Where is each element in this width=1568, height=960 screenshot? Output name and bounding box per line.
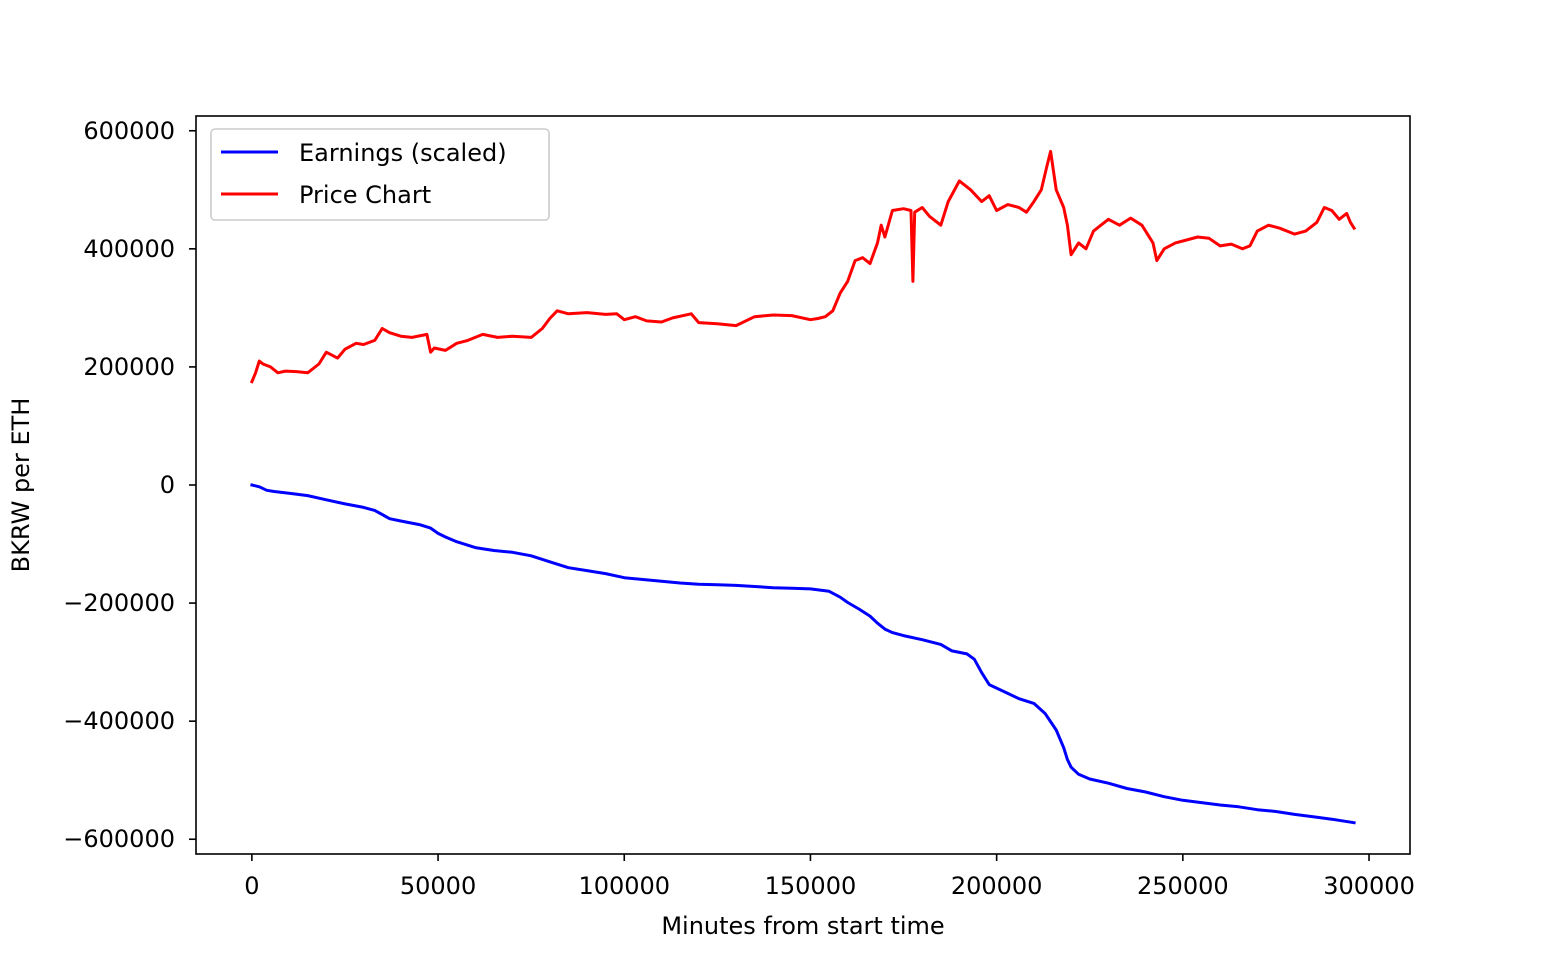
y-tick-label: −400000 <box>63 707 175 735</box>
x-axis: 0 50000 100000 150000 200000 250000 300000 <box>244 854 1415 900</box>
y-axis: 600000 400000 200000 0 −200000 −400000 −600000 <box>63 117 196 853</box>
legend-frame <box>210 128 550 221</box>
x-tick-label: 150000 <box>765 872 857 900</box>
x-tick-label: 50000 <box>400 872 476 900</box>
y-tick-label: 400000 <box>83 235 175 263</box>
y-tick-label: −200000 <box>63 589 175 617</box>
y-tick-label: 0 <box>160 471 175 499</box>
legend-label-price: Price Chart <box>299 181 431 209</box>
y-axis-label: BKRW per ETH <box>7 398 35 573</box>
x-tick-label: 100000 <box>578 872 670 900</box>
plot-area <box>249 149 1357 825</box>
plot-frame <box>195 115 1411 855</box>
x-tick-label: 200000 <box>951 872 1043 900</box>
x-tick-label: 250000 <box>1137 872 1229 900</box>
y-tick-label: −600000 <box>63 825 175 853</box>
y-tick-label: 600000 <box>83 117 175 145</box>
legend-label-earnings: Earnings (scaled) <box>299 139 507 167</box>
legend: Earnings (scaled) Price Chart <box>210 128 550 221</box>
y-tick-label: 200000 <box>83 353 175 381</box>
series-line-price <box>249 149 1357 384</box>
series-line-earnings <box>250 483 1356 825</box>
x-axis-label: Minutes from start time <box>661 912 944 940</box>
x-tick-label: 300000 <box>1323 872 1415 900</box>
x-tick-label: 0 <box>244 872 259 900</box>
